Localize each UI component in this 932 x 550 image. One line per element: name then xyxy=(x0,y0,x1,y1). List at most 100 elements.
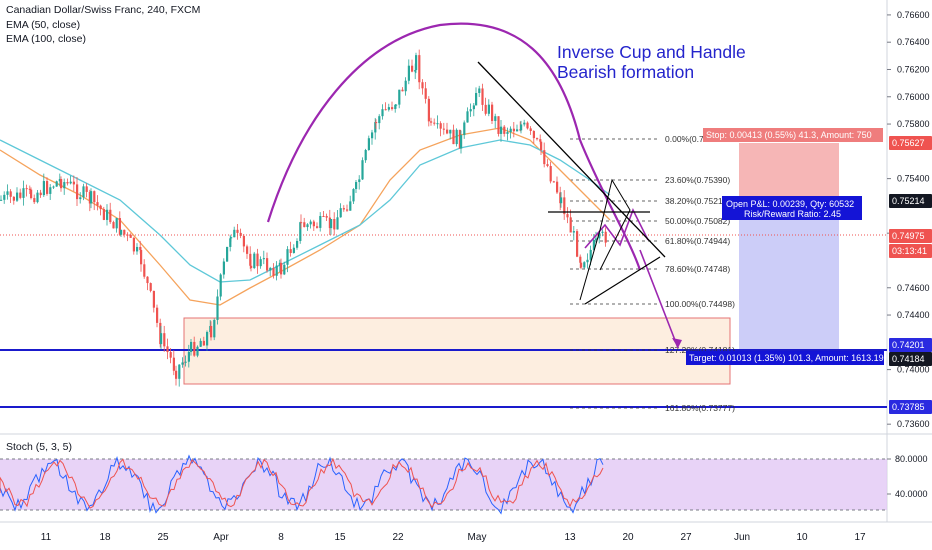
candle-body xyxy=(601,231,604,233)
candle-body xyxy=(278,262,281,266)
candle-body xyxy=(407,65,410,81)
candle-body xyxy=(576,231,579,257)
candle-body xyxy=(269,267,272,271)
candle-body xyxy=(72,181,75,185)
candle-body xyxy=(598,232,601,239)
price-tick-label: 0.76000 xyxy=(897,92,930,102)
stoch-axis-label: 80.0000 xyxy=(895,454,928,464)
candle-body xyxy=(549,166,552,182)
candle-body xyxy=(253,253,256,269)
candle-body xyxy=(394,104,397,110)
candle-body xyxy=(126,234,129,236)
candle-body xyxy=(378,116,381,124)
candle-body xyxy=(242,235,245,247)
candle-body xyxy=(487,104,490,114)
candle-body xyxy=(566,214,569,218)
time-label: 22 xyxy=(392,532,404,543)
candle-body xyxy=(289,249,292,253)
candle-body xyxy=(430,121,433,123)
candle-body xyxy=(309,221,312,225)
price-marker-label: 0.75627 xyxy=(892,138,925,148)
candle-body xyxy=(283,264,286,275)
candle-body xyxy=(458,129,461,149)
time-label: 27 xyxy=(680,532,692,543)
price-tick-label: 0.76200 xyxy=(897,64,930,74)
candle-body xyxy=(6,191,9,195)
candle-body xyxy=(175,370,178,379)
candle-body xyxy=(169,352,172,358)
price-marker-label: 0.74201 xyxy=(892,340,925,350)
candle-body xyxy=(58,179,61,182)
candle-body xyxy=(516,129,519,132)
candle-body xyxy=(12,196,15,201)
candle-body xyxy=(543,150,546,165)
candle-body xyxy=(330,219,333,229)
candle-body xyxy=(143,264,146,277)
time-label: 20 xyxy=(622,532,634,543)
cup-arc xyxy=(266,22,642,271)
candle-body xyxy=(336,217,339,230)
candle-body xyxy=(60,179,63,189)
fib-level-label: 38.20%(0.75219) xyxy=(665,196,730,206)
candle-body xyxy=(316,226,319,228)
price-marker-label: 03:13:41 xyxy=(892,246,927,256)
candle-body xyxy=(275,265,278,276)
candle-body xyxy=(342,208,345,210)
candle-body xyxy=(272,267,275,276)
candle-body xyxy=(181,362,184,365)
candle-body xyxy=(63,182,66,189)
candle-body xyxy=(427,98,430,122)
candle-body xyxy=(306,224,309,228)
candle-body xyxy=(361,160,364,180)
candle-body xyxy=(374,122,377,133)
candle-body xyxy=(178,364,181,379)
pnl-label-line1: Open P&L: 0.00239, Qty: 60532 xyxy=(726,199,854,209)
candle-body xyxy=(583,262,586,268)
candle-body xyxy=(139,246,142,250)
candle-body xyxy=(546,164,549,167)
candle-body xyxy=(262,258,265,260)
candle-body xyxy=(592,239,595,250)
candle-body xyxy=(604,231,607,243)
candle-body xyxy=(411,65,414,72)
candle-body xyxy=(589,249,592,260)
symbol-title: Canadian Dollar/Swiss Franc, 240, FXCM xyxy=(6,4,201,16)
candle-body xyxy=(118,218,121,235)
price-marker-bg xyxy=(889,194,932,208)
pattern-title-line2: Bearish formation xyxy=(557,62,695,82)
candle-body xyxy=(0,199,3,201)
candle-body xyxy=(16,192,19,201)
candle-body xyxy=(449,129,452,134)
target-arrowhead xyxy=(672,338,682,348)
candle-body xyxy=(136,246,139,252)
time-label: 18 xyxy=(99,532,111,543)
candle-body xyxy=(22,188,25,198)
candle-body xyxy=(371,132,374,139)
candle-body xyxy=(246,246,249,254)
candle-body xyxy=(166,346,169,353)
pattern-annotation: Inverse Cup and Handle Bearish formation xyxy=(557,42,746,82)
candle-body xyxy=(319,216,322,228)
price-marker-bg xyxy=(889,244,932,258)
candle-body xyxy=(93,191,96,203)
candle-body xyxy=(102,209,105,220)
candle-body xyxy=(69,181,72,184)
candle-body xyxy=(199,340,202,347)
price-tick-label: 0.75800 xyxy=(897,119,930,129)
price-marker-bg xyxy=(889,338,932,352)
candle-body xyxy=(190,341,193,352)
price-marker-bg xyxy=(889,352,932,366)
candle-body xyxy=(322,216,325,218)
handle-projection xyxy=(584,207,649,249)
candle-body xyxy=(352,189,355,202)
time-label: 11 xyxy=(41,532,52,543)
candle-body xyxy=(414,69,417,72)
candle-body xyxy=(140,249,143,265)
price-tick-label: 0.75400 xyxy=(897,174,930,184)
price-marker-bg xyxy=(889,400,932,414)
candle-body xyxy=(256,253,259,267)
candle-body xyxy=(213,319,216,338)
fib-level-label: 61.80%(0.74944) xyxy=(665,236,730,246)
candle-body xyxy=(460,135,463,149)
candle-body xyxy=(497,116,500,134)
